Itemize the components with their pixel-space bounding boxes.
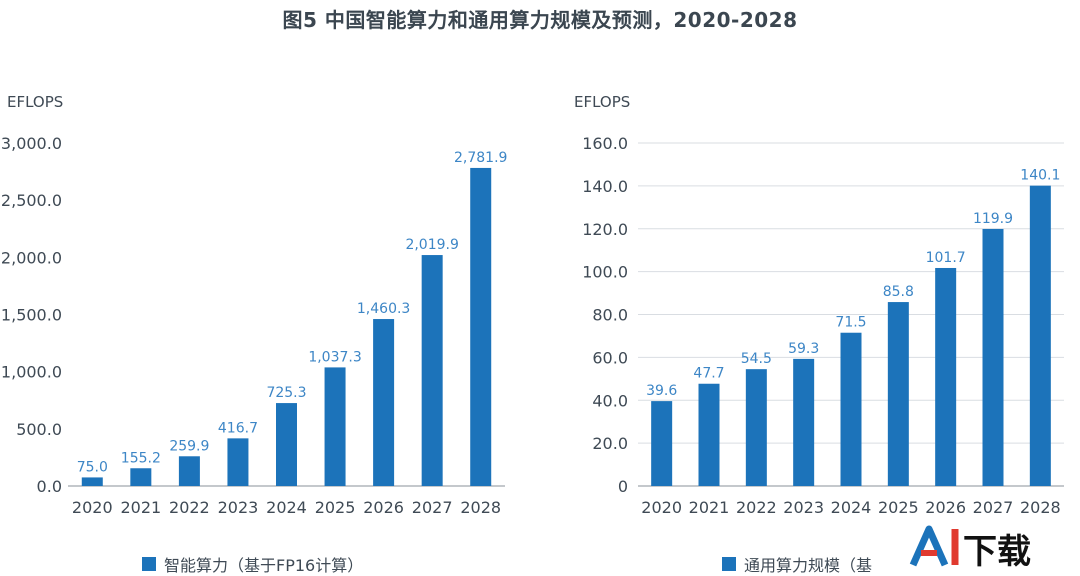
legend-left: 智能算力（基于FP16计算）	[142, 552, 363, 576]
data-label: 59.3	[788, 341, 819, 357]
y-tick-label: 160.0	[582, 134, 628, 153]
x-tick-label: 2028	[1020, 498, 1061, 517]
data-label: 71.5	[835, 315, 866, 331]
bar	[793, 358, 815, 486]
x-tick-label: 2023	[218, 498, 259, 517]
y-axis-label: EFLOPS	[574, 93, 630, 111]
x-tick-label: 2020	[72, 498, 113, 517]
data-label: 1,460.3	[357, 301, 410, 317]
y-tick-label: 500.0	[16, 420, 62, 439]
y-tick-label: 3,000.0	[1, 134, 62, 153]
data-label: 119.9	[973, 211, 1013, 227]
x-tick-label: 2027	[412, 498, 453, 517]
data-label: 2,019.9	[405, 237, 458, 253]
chart-intelligent-computing: EFLOPS 0.0 500.0 1,000.0 1,500.0 2,000.0 2,500…	[1, 93, 508, 517]
legend-swatch	[722, 557, 736, 571]
bar	[935, 267, 957, 486]
data-label: 2,781.9	[454, 150, 507, 166]
ai-logo-icon: 下载	[909, 525, 1031, 571]
data-label: 101.7	[926, 250, 966, 266]
x-tick-label: 2025	[878, 498, 919, 517]
x-tick-label: 2022	[169, 498, 210, 517]
x-tick-label: 2023	[783, 498, 824, 517]
x-tick-label: 2026	[363, 498, 404, 517]
data-label: 725.3	[266, 385, 306, 401]
bar	[276, 403, 297, 486]
y-tick-label: 80.0	[592, 306, 628, 325]
watermark-logo: 下载	[880, 516, 1080, 576]
y-tick-label: 0.0	[37, 477, 62, 496]
bar	[698, 383, 720, 486]
y-tick-label: 2,000.0	[1, 248, 62, 267]
bar	[840, 332, 862, 486]
x-tick-label: 2026	[925, 498, 966, 517]
x-tick-label: 2027	[973, 498, 1014, 517]
data-label: 155.2	[121, 450, 161, 466]
data-label: 259.9	[169, 438, 209, 454]
legend-label: 通用算力规模（基	[744, 556, 873, 575]
data-label: 85.8	[883, 284, 914, 300]
x-tick-label: 2022	[736, 498, 777, 517]
y-tick-label: 140.0	[582, 177, 628, 196]
bar	[324, 367, 346, 486]
bar	[178, 456, 200, 486]
bar	[887, 302, 909, 486]
x-tick-label: 2020	[641, 498, 682, 517]
bar	[130, 468, 152, 486]
data-label: 39.6	[646, 383, 677, 399]
bar	[81, 477, 103, 486]
legend-swatch	[142, 557, 156, 571]
x-tick-label: 2024	[266, 498, 307, 517]
legend-label: 智能算力（基于FP16计算）	[164, 556, 364, 575]
svg-text:下载: 下载	[963, 532, 1031, 571]
y-axis-label: EFLOPS	[7, 93, 63, 111]
y-tick-label: 20.0	[592, 434, 628, 453]
bar	[982, 228, 1004, 487]
data-label: 140.1	[1020, 168, 1060, 184]
y-tick-label: 60.0	[592, 348, 628, 367]
data-label: 47.7	[693, 366, 724, 382]
x-tick-label: 2025	[315, 498, 356, 517]
data-label: 75.0	[77, 459, 108, 475]
x-tick-label: 2021	[120, 498, 161, 517]
bar	[421, 255, 443, 486]
x-tick-label: 2021	[689, 498, 730, 517]
bar	[373, 319, 395, 486]
bar	[470, 167, 492, 486]
legend-right: 通用算力规模（基	[722, 552, 872, 576]
x-tick-label: 2028	[460, 498, 501, 517]
y-tick-label: 1,500.0	[1, 306, 62, 325]
bar	[745, 369, 767, 486]
data-label: 1,037.3	[308, 349, 361, 365]
x-tick-label: 2024	[831, 498, 872, 517]
bar	[651, 401, 673, 486]
data-label: 416.7	[218, 420, 258, 436]
y-tick-label: 1,000.0	[1, 363, 62, 382]
y-tick-label: 2,500.0	[1, 191, 62, 210]
bar	[1029, 185, 1051, 486]
y-tick-label: 40.0	[592, 391, 628, 410]
y-tick-label: 100.0	[582, 263, 628, 282]
y-tick-label: 0	[618, 477, 628, 496]
data-label: 54.5	[741, 351, 772, 367]
bar	[227, 438, 249, 486]
page-title: 图5 中国智能算力和通用算力规模及预测，2020-2028	[282, 8, 798, 32]
y-tick-label: 120.0	[582, 220, 628, 239]
chart-general-computing: EFLOPS 0 20.0 40.0 60.0 80.0 100.0 120.0 140.0 16…	[574, 93, 1064, 517]
